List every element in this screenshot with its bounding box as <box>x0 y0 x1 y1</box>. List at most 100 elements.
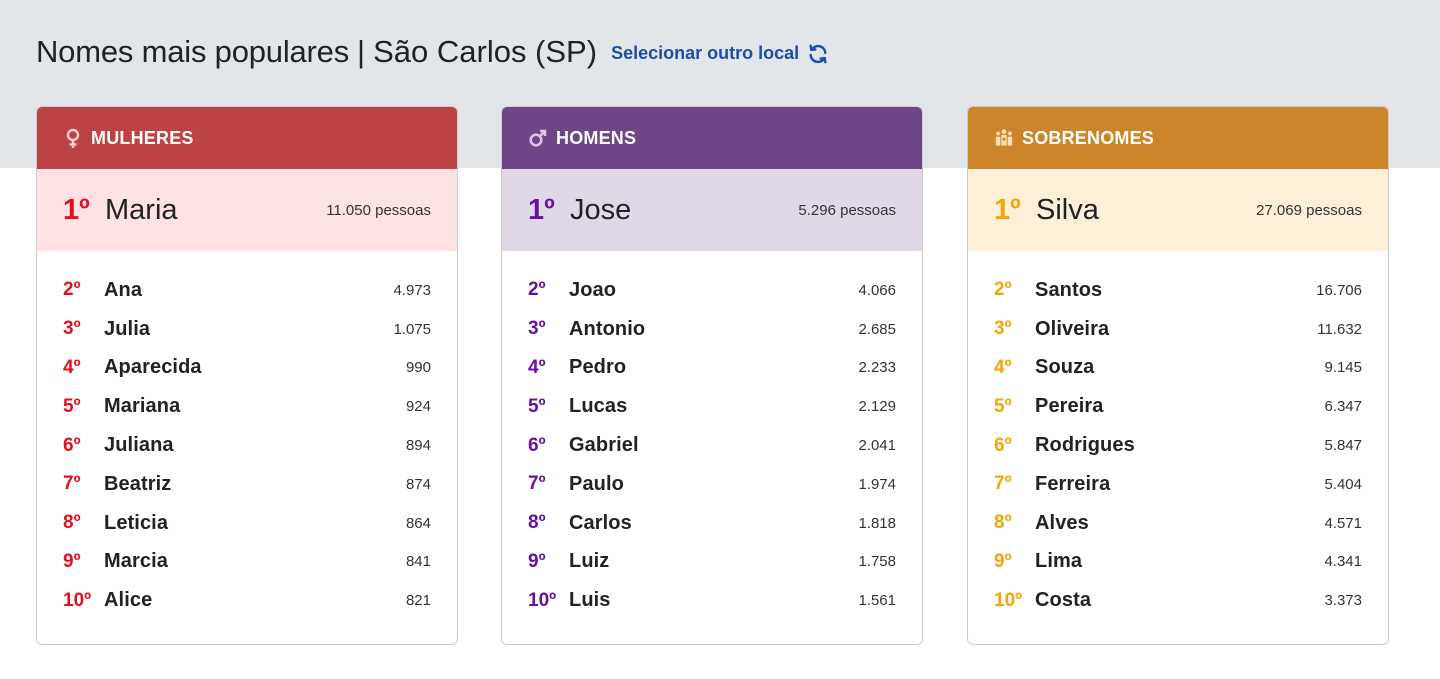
name: Aparecida <box>104 356 202 379</box>
count: 4.973 <box>393 281 431 299</box>
refresh-icon <box>807 43 829 65</box>
list-item[interactable]: 4º Souza 9.145 <box>994 349 1362 388</box>
list-item[interactable]: 3º Oliveira 11.632 <box>994 310 1362 349</box>
count: 6.347 <box>1324 398 1362 416</box>
name: Marcia <box>104 550 168 573</box>
name: Leticia <box>104 511 169 534</box>
surname-first-place[interactable]: 1º Silva 27.069 pessoas <box>968 169 1388 251</box>
list-item[interactable]: 7º Ferreira 5.404 <box>994 465 1362 504</box>
list-item[interactable]: 6º Juliana 894 <box>63 426 431 465</box>
female-first-place[interactable]: 1º Maria 11.050 pessoas <box>37 169 457 251</box>
list-item[interactable]: 10º Costa 3.373 <box>994 581 1362 620</box>
name: Luis <box>569 589 611 612</box>
first-rank: 1º <box>994 193 1021 226</box>
rank: 7º <box>994 473 1012 495</box>
list-item[interactable]: 6º Gabriel 2.041 <box>528 426 896 465</box>
first-name: Jose <box>570 193 632 226</box>
list-item[interactable]: 2º Ana 4.973 <box>63 271 431 310</box>
list-item[interactable]: 3º Julia 1.075 <box>63 310 431 349</box>
list-item[interactable]: 9º Lima 4.341 <box>994 543 1362 582</box>
rank: 3º <box>63 318 81 340</box>
count: 1.818 <box>858 514 896 532</box>
rank: 2º <box>528 279 546 301</box>
list-item[interactable]: 10º Luis 1.561 <box>528 581 896 620</box>
list-item[interactable]: 8º Alves 4.571 <box>994 504 1362 543</box>
list-item[interactable]: 9º Luiz 1.758 <box>528 543 896 582</box>
list-item[interactable]: 4º Pedro 2.233 <box>528 349 896 388</box>
name: Ferreira <box>1035 472 1111 495</box>
count: 4.571 <box>1324 514 1362 532</box>
name: Souza <box>1035 356 1095 379</box>
list-item[interactable]: 7º Paulo 1.974 <box>528 465 896 504</box>
rank: 5º <box>63 395 81 417</box>
list-item[interactable]: 9º Marcia 841 <box>63 543 431 582</box>
list-item[interactable]: 8º Carlos 1.818 <box>528 504 896 543</box>
list-item[interactable]: 3º Antonio 2.685 <box>528 310 896 349</box>
name: Alves <box>1035 511 1089 534</box>
first-name: Maria <box>105 193 178 226</box>
name: Luiz <box>569 550 610 573</box>
rank: 6º <box>63 434 81 456</box>
name: Antonio <box>569 317 646 340</box>
list-item[interactable]: 2º Santos 16.706 <box>994 271 1362 310</box>
change-location-link[interactable]: Selecionar outro local <box>611 40 829 65</box>
count: 5.404 <box>1324 475 1362 493</box>
name: Rodrigues <box>1035 434 1135 457</box>
list-item[interactable]: 5º Pereira 6.347 <box>994 387 1362 426</box>
name: Ana <box>104 278 143 301</box>
count: 1.758 <box>858 553 896 571</box>
list-item[interactable]: 5º Lucas 2.129 <box>528 387 896 426</box>
rank: 8º <box>994 512 1012 534</box>
first-name: Silva <box>1036 193 1099 226</box>
first-count: 11.050 pessoas <box>326 201 431 219</box>
page-header: Nomes mais populares | São Carlos (SP) S… <box>36 30 829 74</box>
count: 16.706 <box>1316 281 1362 299</box>
first-rank: 1º <box>528 193 555 226</box>
name: Beatriz <box>104 472 172 495</box>
list-item[interactable]: 7º Beatriz 874 <box>63 465 431 504</box>
female-names-card: MULHERES 1º Maria 11.050 pessoas 2º Ana 4.… <box>36 106 458 645</box>
female-ranking-list: 2º Ana 4.973 3º Julia 1.075 4º Aparecida 990 5… <box>37 251 457 620</box>
count: 841 <box>405 553 431 571</box>
rank: 5º <box>994 395 1012 417</box>
count: 4.341 <box>1324 553 1362 571</box>
title-separator: | <box>357 34 366 69</box>
rank: 2º <box>994 279 1012 301</box>
rank: 2º <box>63 279 81 301</box>
count: 874 <box>405 475 431 493</box>
name: Carlos <box>569 511 632 534</box>
name: Costa <box>1035 589 1092 612</box>
count: 2.233 <box>858 359 896 377</box>
list-item[interactable]: 5º Mariana 924 <box>63 387 431 426</box>
rank: 7º <box>528 473 546 495</box>
male-icon <box>528 127 548 149</box>
first-count: 5.296 pessoas <box>798 201 896 219</box>
count: 990 <box>405 359 431 377</box>
rank: 6º <box>528 434 546 456</box>
count: 894 <box>405 437 431 455</box>
name: Pedro <box>569 356 627 379</box>
change-location-label: Selecionar outro local <box>611 43 800 63</box>
rank: 10º <box>528 589 557 611</box>
list-item[interactable]: 10º Alice 821 <box>63 581 431 620</box>
male-first-place[interactable]: 1º Jose 5.296 pessoas <box>502 169 922 251</box>
male-card-title: HOMENS <box>556 127 637 148</box>
rank: 9º <box>528 550 546 572</box>
list-item[interactable]: 8º Leticia 864 <box>63 504 431 543</box>
female-icon <box>63 127 83 149</box>
page-title: Nomes mais populares <box>36 34 350 69</box>
list-item[interactable]: 6º Rodrigues 5.847 <box>994 426 1362 465</box>
surnames-card-header: SOBRENOMES <box>968 107 1388 169</box>
rank: 9º <box>63 550 81 572</box>
list-item[interactable]: 4º Aparecida 990 <box>63 349 431 388</box>
male-names-card: HOMENS 1º Jose 5.296 pessoas 2º Joao 4.066… <box>501 106 923 645</box>
rank: 6º <box>994 434 1012 456</box>
count: 1.075 <box>393 320 431 338</box>
name: Oliveira <box>1035 317 1110 340</box>
list-item[interactable]: 2º Joao 4.066 <box>528 271 896 310</box>
name: Joao <box>569 278 617 301</box>
rank: 7º <box>63 473 81 495</box>
surname-ranking-list: 2º Santos 16.706 3º Oliveira 11.632 4º Souza 9… <box>968 251 1388 620</box>
rank: 5º <box>528 395 546 417</box>
name: Gabriel <box>569 434 639 457</box>
